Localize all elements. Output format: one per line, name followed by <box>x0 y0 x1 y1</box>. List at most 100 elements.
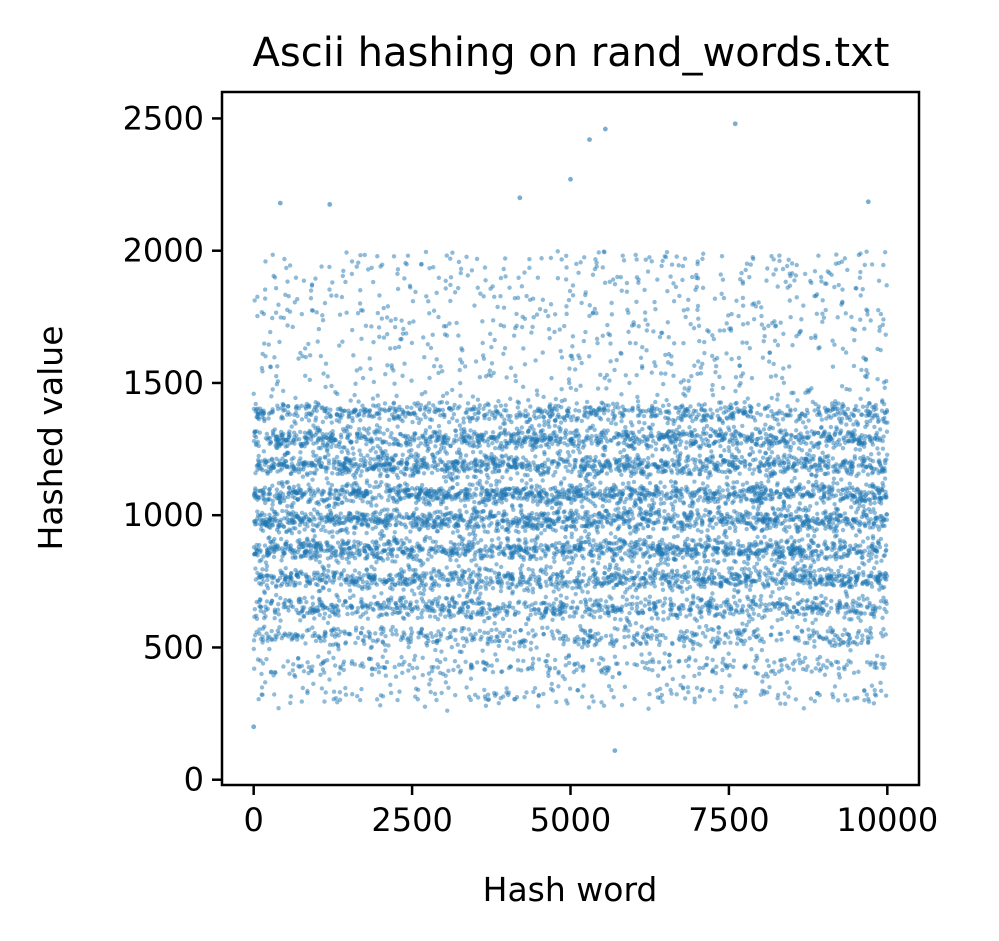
data-point <box>530 656 536 661</box>
data-point <box>501 266 506 272</box>
data-point <box>325 620 331 626</box>
data-point <box>277 625 282 630</box>
data-point <box>317 612 322 618</box>
data-point <box>348 398 353 403</box>
data-point <box>499 525 505 530</box>
data-point <box>472 556 477 562</box>
data-point <box>260 528 266 534</box>
data-point <box>518 627 523 633</box>
data-point <box>527 582 533 587</box>
data-point <box>253 401 258 407</box>
data-point <box>475 695 481 700</box>
data-point <box>260 637 266 643</box>
data-point <box>401 541 407 546</box>
data-point <box>475 285 480 290</box>
data-point <box>311 507 317 512</box>
data-point <box>427 535 433 541</box>
data-point <box>391 457 396 463</box>
data-point <box>399 336 404 342</box>
data-point <box>498 293 503 299</box>
data-point <box>328 488 333 493</box>
data-point <box>392 381 397 386</box>
data-point <box>546 465 552 471</box>
data-point <box>499 579 504 584</box>
data-point <box>483 586 489 591</box>
data-point <box>289 570 294 576</box>
data-point <box>415 606 421 612</box>
data-point <box>382 665 388 671</box>
data-point <box>384 659 390 665</box>
data-point <box>297 537 302 543</box>
data-point <box>287 432 292 438</box>
data-point <box>559 404 564 410</box>
data-point <box>505 580 510 586</box>
data-point <box>402 361 407 366</box>
data-point <box>415 615 421 621</box>
data-point <box>487 615 492 620</box>
data-point <box>289 504 295 510</box>
data-point <box>351 456 357 462</box>
data-point <box>306 627 312 633</box>
data-point <box>312 570 317 575</box>
data-point <box>283 597 288 603</box>
data-point <box>341 568 347 573</box>
data-point <box>379 479 384 485</box>
data-point <box>373 480 379 485</box>
data-point <box>305 524 310 529</box>
data-point <box>274 487 280 492</box>
data-point <box>526 588 531 593</box>
data-point <box>255 439 261 445</box>
data-point <box>316 654 321 659</box>
data-point <box>419 486 425 492</box>
data-point <box>483 278 488 283</box>
data-point <box>534 388 540 393</box>
data-point <box>444 451 450 456</box>
data-point <box>368 366 373 372</box>
data-point <box>288 543 293 548</box>
data-point <box>400 418 405 424</box>
data-point <box>444 333 450 338</box>
data-point <box>554 407 560 413</box>
data-point <box>335 594 340 600</box>
data-point <box>358 541 363 546</box>
data-point <box>316 608 321 613</box>
data-point <box>321 524 326 529</box>
data-point <box>472 499 477 505</box>
data-point <box>563 277 569 282</box>
data-point <box>498 425 503 430</box>
data-point <box>299 510 305 516</box>
data-point <box>484 610 489 616</box>
data-point <box>351 499 356 504</box>
data-point <box>465 604 471 610</box>
data-point <box>395 465 400 471</box>
data-point <box>478 538 484 543</box>
data-point <box>423 582 429 587</box>
data-point <box>526 631 531 636</box>
data-point <box>352 556 358 561</box>
data-point <box>349 327 355 333</box>
data-point <box>441 626 446 632</box>
data-point <box>401 595 406 600</box>
data-point <box>371 607 376 613</box>
data-point <box>478 469 484 475</box>
data-point <box>540 478 545 483</box>
data-point <box>392 664 397 670</box>
data-point <box>349 271 355 277</box>
data-point <box>280 491 286 497</box>
data-point <box>319 686 325 691</box>
data-point <box>408 442 413 447</box>
data-point <box>360 498 365 504</box>
data-point <box>429 470 435 476</box>
data-point <box>494 562 499 567</box>
data-point <box>508 476 513 482</box>
data-point <box>453 692 458 698</box>
data-point <box>485 529 491 535</box>
data-point <box>261 408 266 413</box>
data-point <box>546 326 552 332</box>
data-point <box>254 521 259 527</box>
data-point <box>433 647 438 653</box>
data-point <box>516 529 521 535</box>
data-point <box>496 521 502 527</box>
data-point <box>566 297 572 303</box>
data-point <box>377 425 382 430</box>
